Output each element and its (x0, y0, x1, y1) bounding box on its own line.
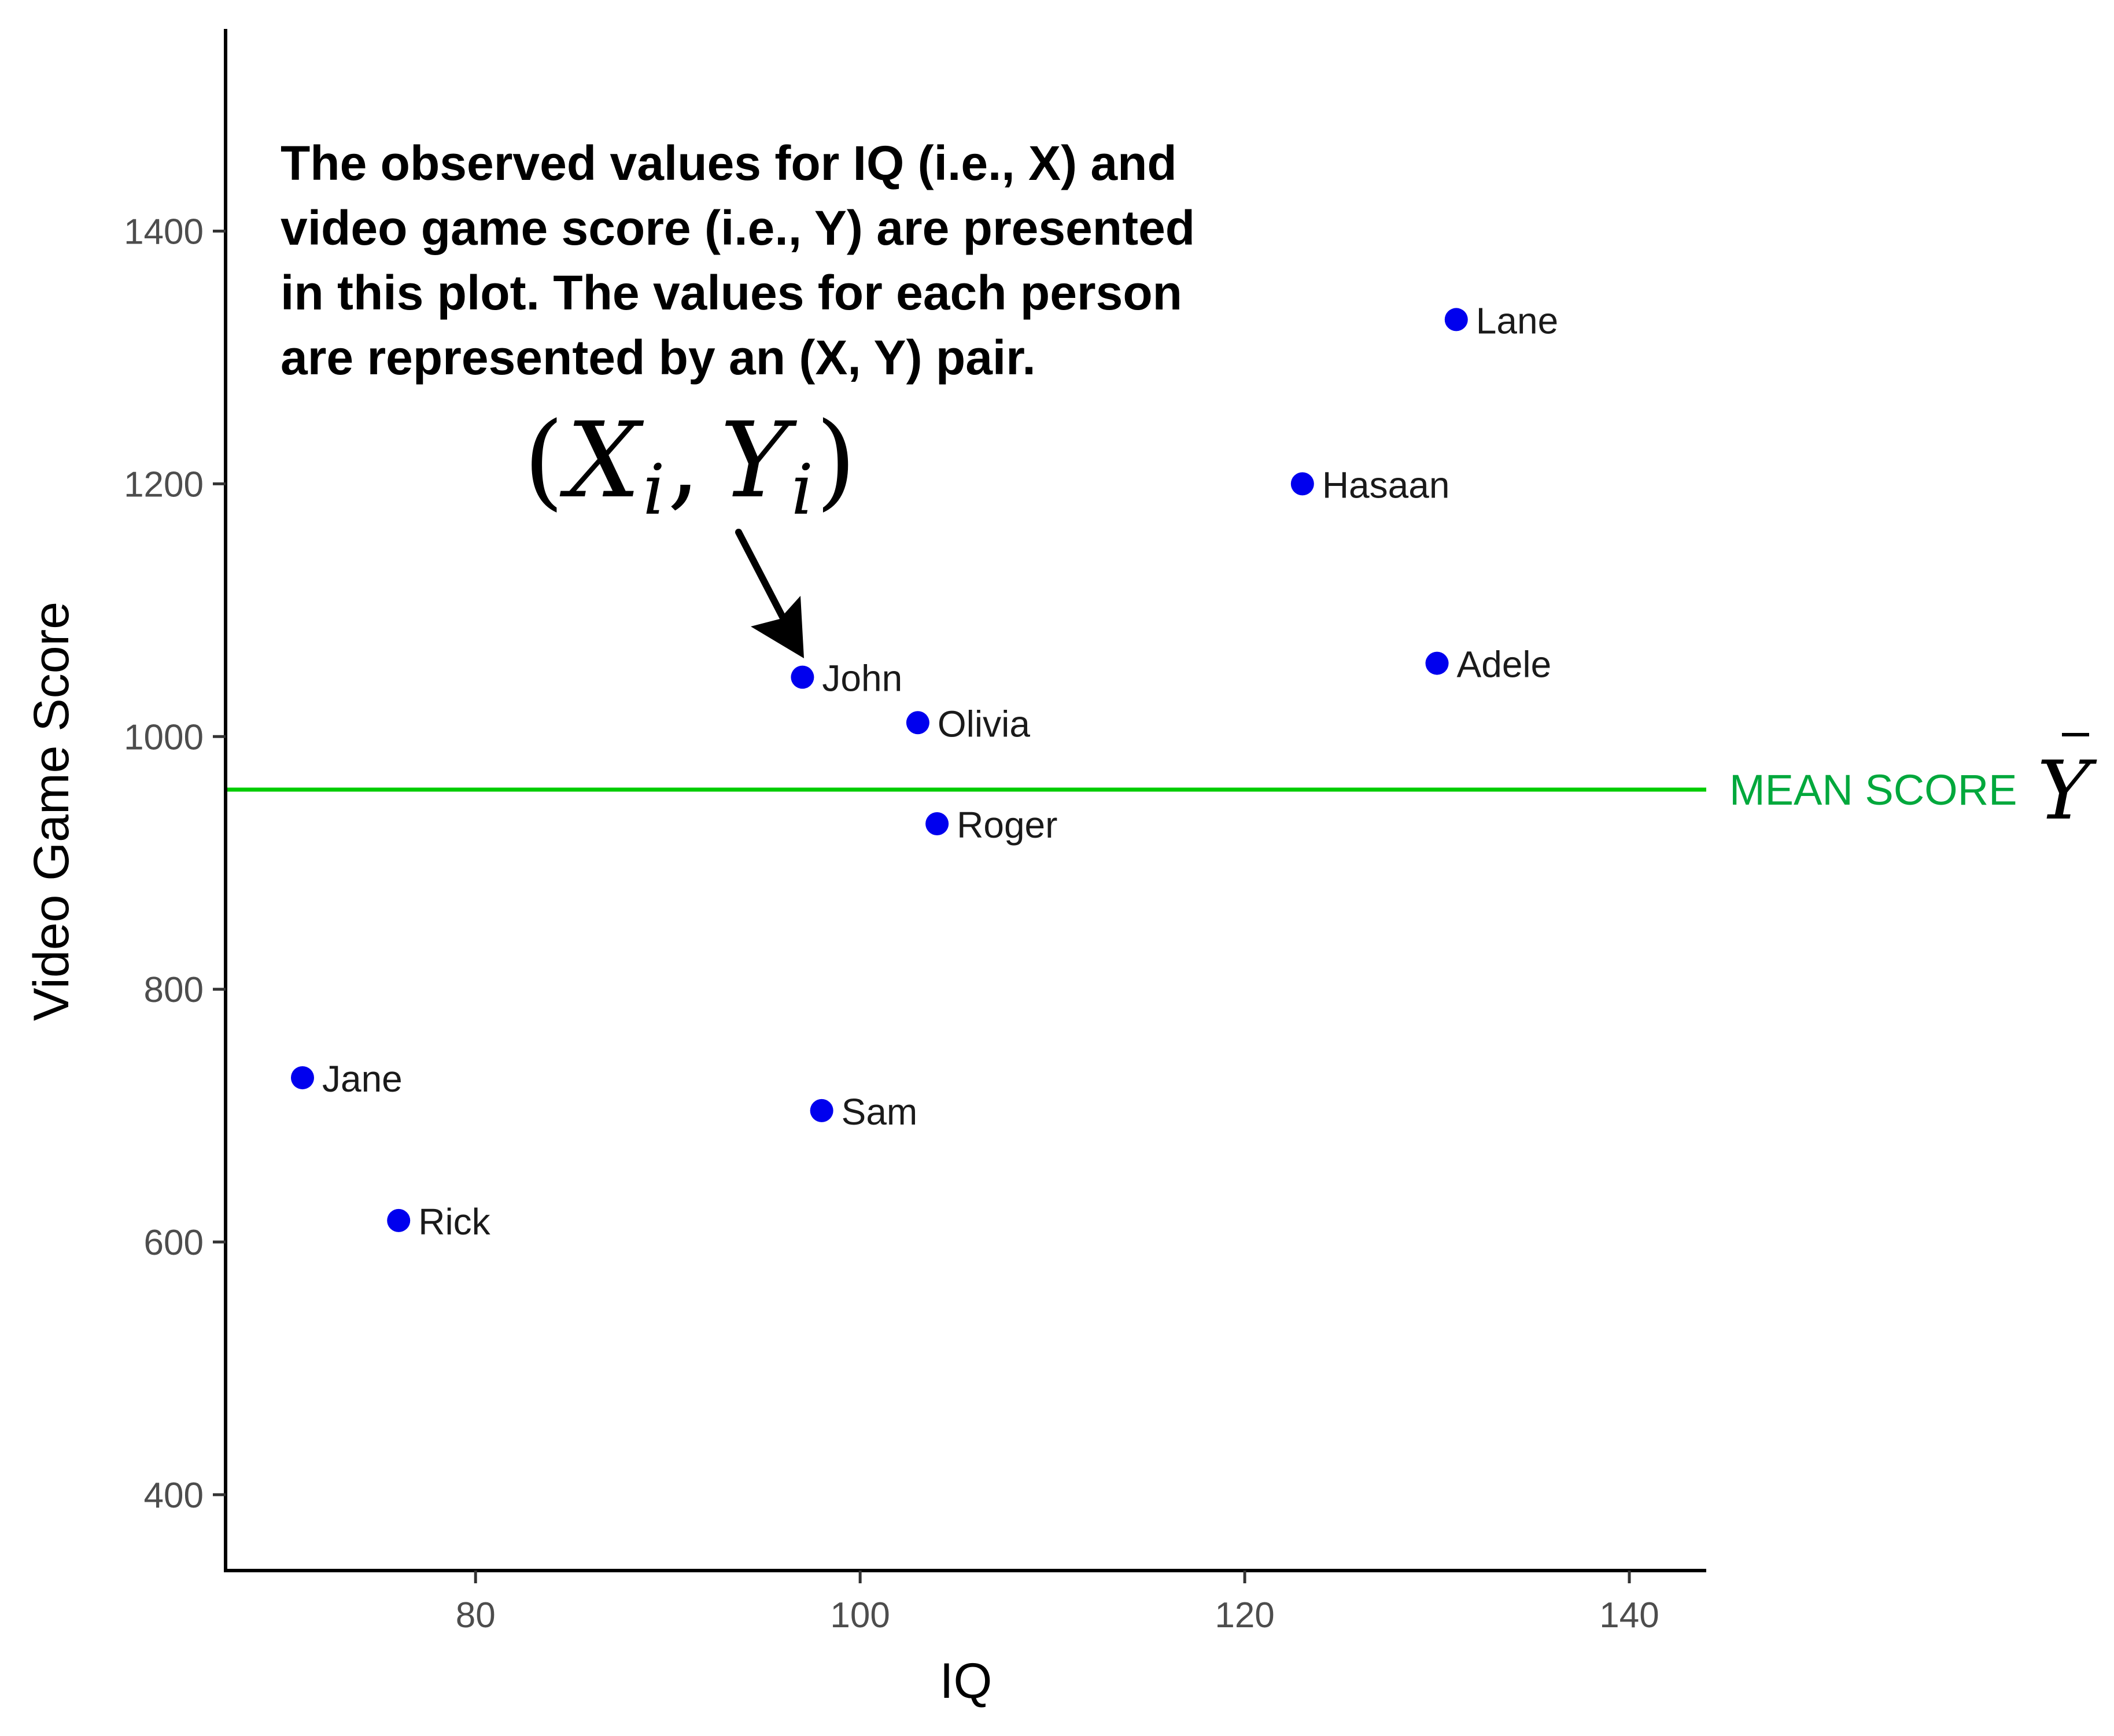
pair-y: Y (720, 400, 798, 521)
annotation-line-4: are represented by an (X, Y) pair. (281, 330, 1036, 385)
mean-line-label: MEAN SCORE (1729, 766, 2017, 814)
pair-y-subscript: i (791, 450, 813, 530)
annotation-arrow-head (751, 596, 804, 658)
annotation-arrow-shaft (735, 529, 790, 628)
points-group: Lane Hasaan Adele John Olivia Roger Jane Sam Ric… (290, 300, 1558, 1243)
point-label-hasaan: Hasaan (1322, 464, 1450, 506)
point-label-olivia: Olivia (938, 703, 1030, 744)
mean-symbol: Y (2037, 744, 2097, 838)
point-hasaan (1290, 472, 1314, 496)
pair-open-paren: ( (523, 400, 564, 521)
axes: 400 600 800 1000 1200 1400 80 100 120 140 IQ Video … (24, 29, 1706, 1709)
x-tick-label: 100 (830, 1595, 890, 1635)
x-tick-label: 140 (1599, 1595, 1659, 1635)
pair-x-subscript: i (643, 450, 665, 530)
y-tick-label: 600 (144, 1223, 204, 1263)
point-jane (290, 1066, 314, 1090)
mean-line-group: MEAN SCORE Y (227, 733, 2097, 838)
point-sam (810, 1099, 833, 1122)
point-label-rick: Rick (418, 1201, 490, 1243)
point-olivia (906, 711, 929, 735)
point-label-sam: Sam (842, 1091, 918, 1133)
x-tick-label: 80 (456, 1595, 496, 1635)
y-axis-title: Video Game Score (24, 602, 79, 1021)
point-roger (925, 812, 949, 836)
annotation-group: The observed values for IQ (i.e., X) and… (281, 136, 1195, 658)
pair-formula: ( X i , Y i ) (523, 400, 856, 530)
point-label-roger: Roger (957, 804, 1057, 846)
annotation-line-1: The observed values for IQ (i.e., X) and (281, 136, 1177, 190)
pair-x: X (559, 400, 644, 521)
annotation-line-2: video game score (i.e., Y) are presented (281, 201, 1195, 255)
y-tick-label: 800 (144, 970, 204, 1010)
pair-comma: , (667, 400, 700, 521)
point-lane (1444, 308, 1468, 331)
point-label-john: John (822, 658, 902, 699)
annotation-line-3: in this plot. The values for each person (281, 266, 1182, 320)
point-rick (387, 1208, 411, 1232)
point-john (791, 665, 814, 689)
pair-close-paren: ) (816, 400, 856, 521)
point-label-jane: Jane (322, 1058, 403, 1100)
point-label-adele: Adele (1457, 644, 1552, 685)
x-axis-title: IQ (940, 1653, 993, 1709)
y-tick-label: 1200 (124, 465, 204, 504)
y-tick-label: 400 (144, 1476, 204, 1516)
y-tick-label: 1400 (124, 212, 204, 252)
x-tick-label: 120 (1215, 1595, 1274, 1635)
point-label-lane: Lane (1476, 300, 1558, 341)
y-tick-label: 1000 (124, 717, 204, 757)
point-adele (1425, 651, 1449, 675)
